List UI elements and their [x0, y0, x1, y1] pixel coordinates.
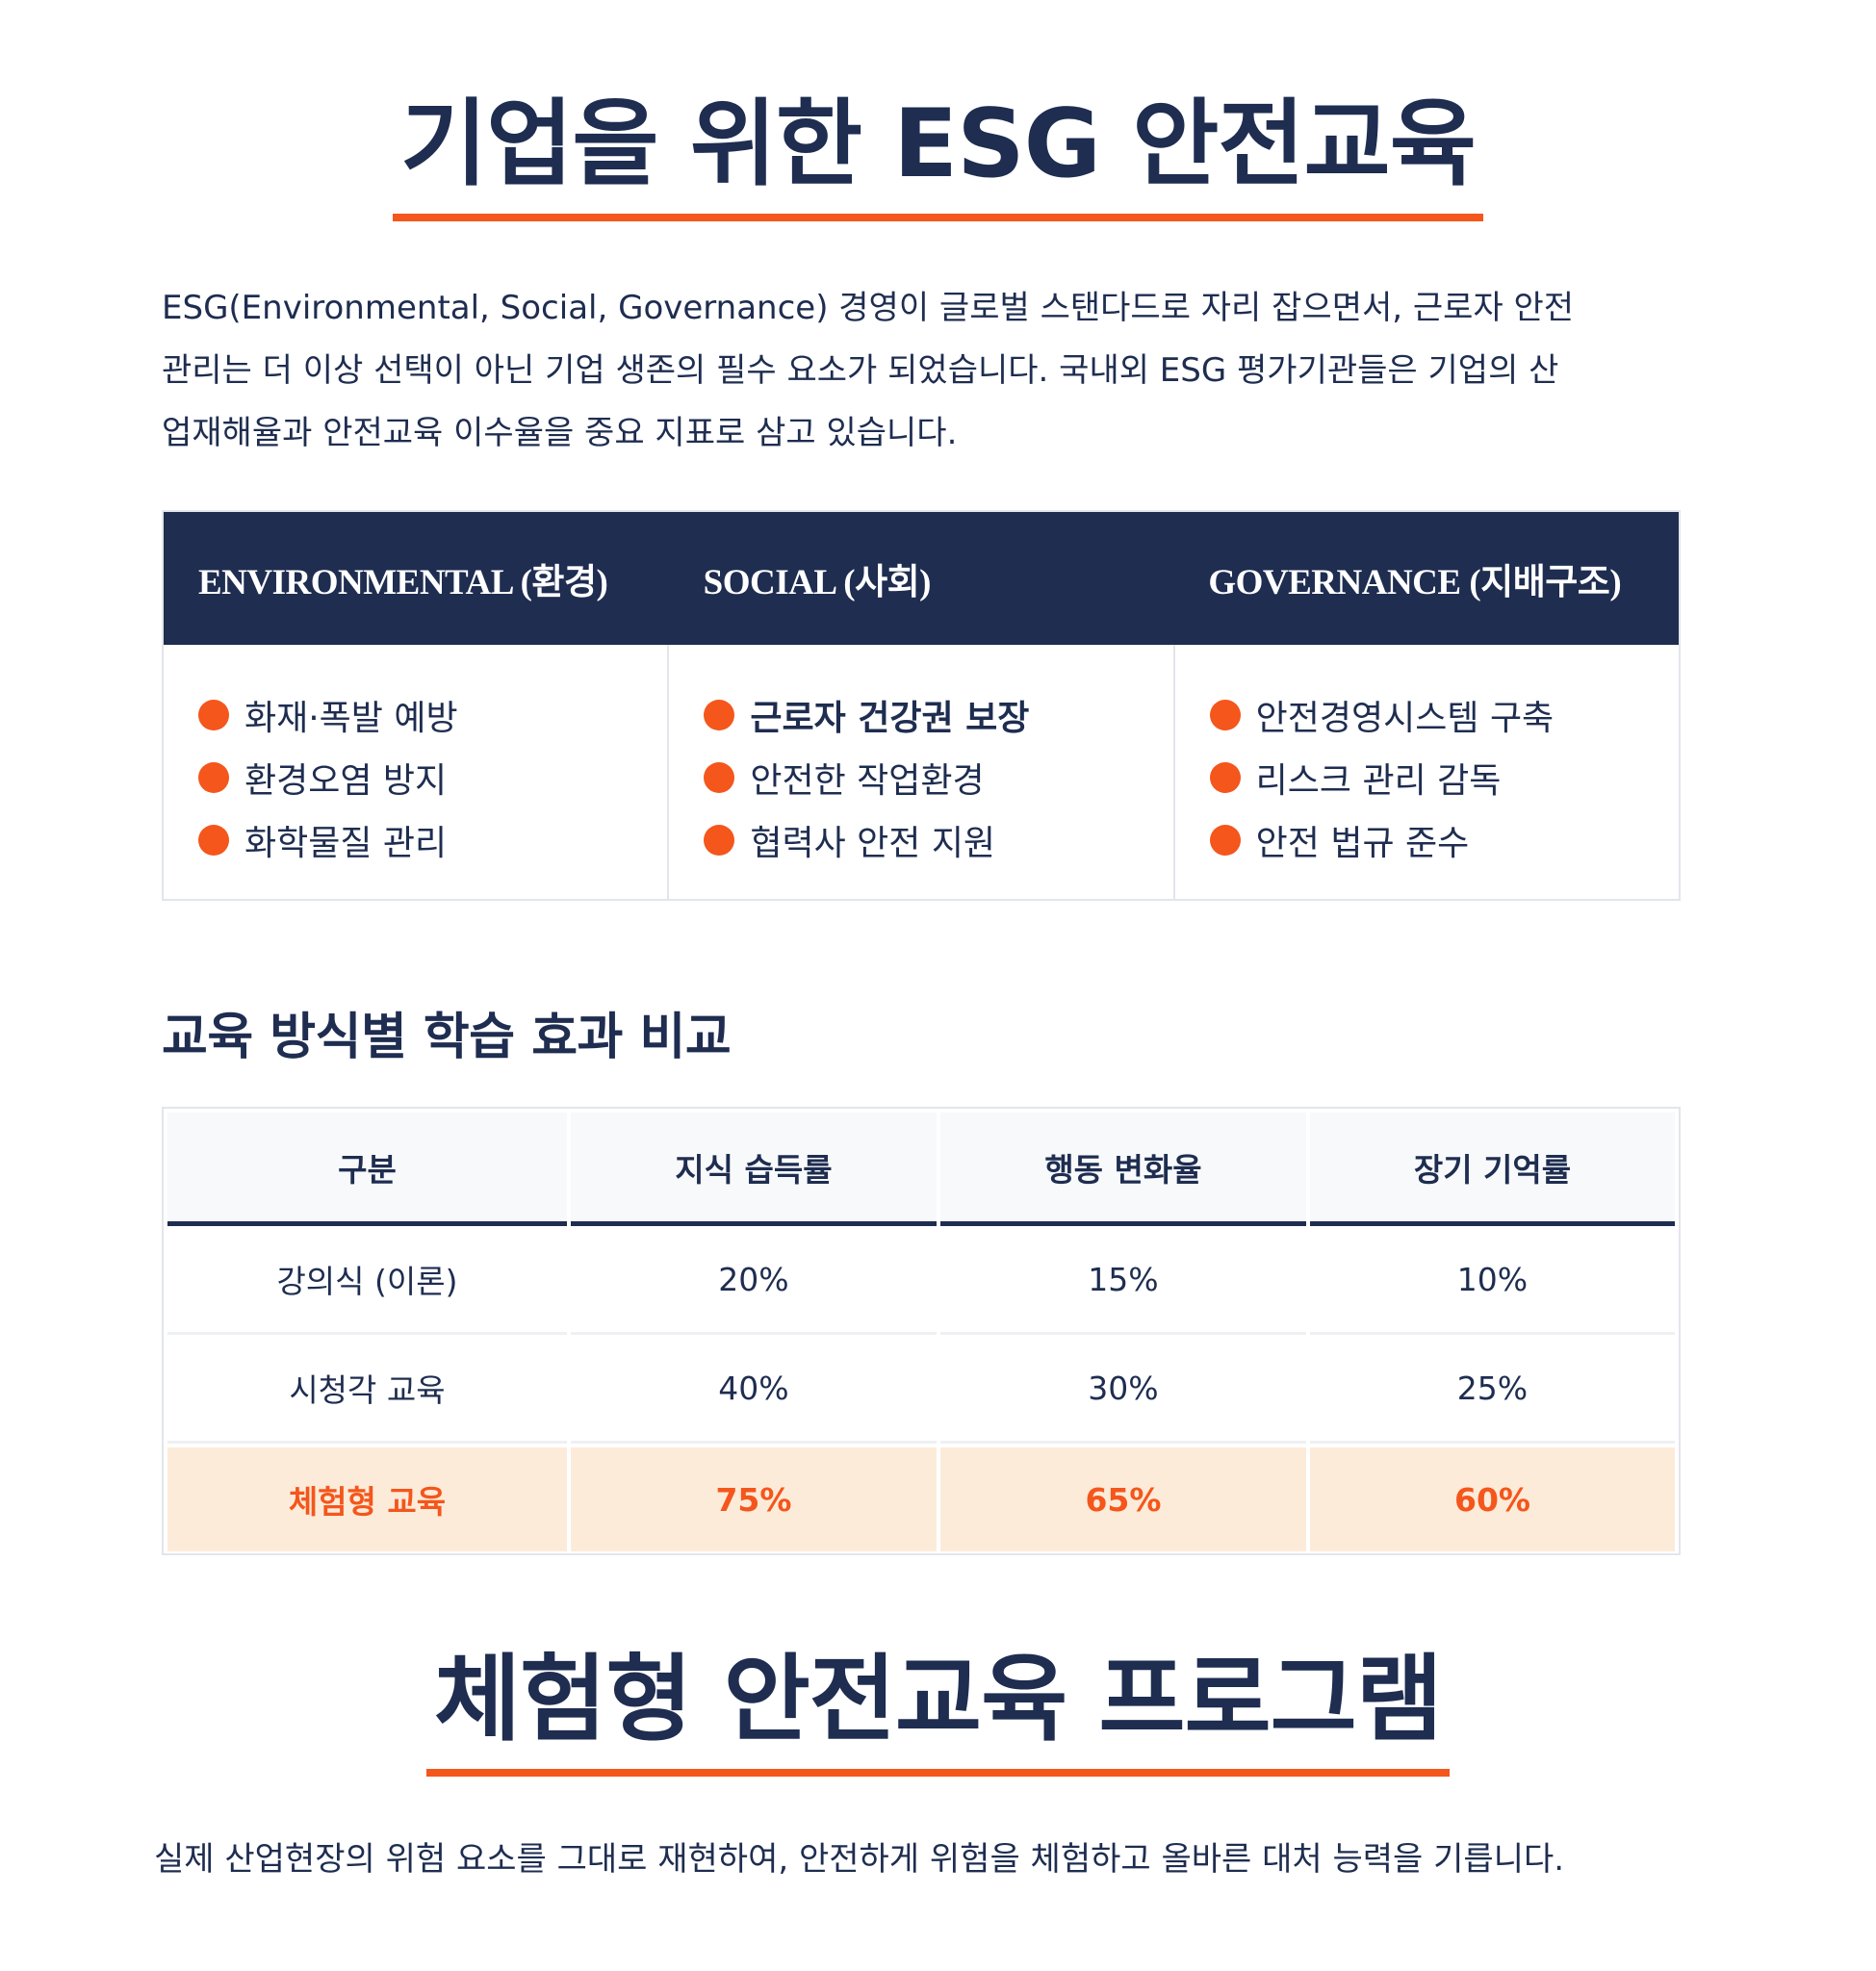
table-cell: 60% [1309, 1447, 1675, 1551]
esg-column-social: 근로자 건강권 보장 안전한 작업환경 협력사 안전 지원 [669, 645, 1175, 899]
bullet-dot-icon [198, 824, 229, 856]
esg-list-item: 안전경영시스템 구축 [1209, 683, 1679, 746]
table-row-highlighted: 체험형 교육 75% 65% 60% [167, 1444, 1675, 1551]
page-title: 기업을 위한 ESG 안전교육 [393, 89, 1483, 221]
intro-paragraph: ESG(Environmental, Social, Governance) 경… [162, 277, 1683, 465]
table-cell: 65% [939, 1447, 1306, 1551]
esg-list-item: 근로자 건강권 보장 [704, 683, 1172, 746]
esg-header-environmental: ENVIRONMENTAL (환경) [198, 563, 608, 602]
table-cell: 40% [570, 1335, 937, 1444]
intro-line: ESG(Environmental, Social, Governance) 경… [162, 289, 1575, 327]
table-header-cell: 장기 기억률 [1309, 1113, 1675, 1226]
esg-header-social: SOCIAL (사회) [703, 563, 932, 602]
esg-item-label: 환경오염 방지 [244, 760, 448, 801]
esg-item-label: 안전한 작업환경 [750, 760, 985, 801]
bullet-dot-icon [704, 699, 735, 730]
table-cell: 10% [1309, 1226, 1675, 1335]
table-row: 시청각 교육 40% 30% 25% [167, 1335, 1675, 1444]
esg-table-body: 화재·폭발 예방 환경오염 방지 화학물질 관리 근로자 건강권 보장 안전한 … [164, 645, 1679, 899]
intro-line: 관리는 더 이상 선택이 아닌 기업 생존의 필수 요소가 되었습니다. 국내외… [162, 351, 1559, 390]
bullet-dot-icon [198, 699, 229, 730]
section-title-wrap: 기업을 위한 ESG 안전교육 [0, 89, 1876, 221]
table-header-cell: 지식 습득률 [570, 1113, 937, 1226]
esg-list-item: 환경오염 방지 [198, 746, 667, 808]
esg-item-label: 안전 법규 준수 [1255, 823, 1470, 863]
table-cell: 체험형 교육 [167, 1447, 567, 1551]
section2-title-wrap: 체험형 안전교육 프로그램 [0, 1644, 1876, 1777]
esg-list-item: 협력사 안전 지원 [704, 808, 1172, 871]
table-cell: 시청각 교육 [167, 1335, 567, 1444]
intro-line: 업재해율과 안전교육 이수율을 중요 지표로 삼고 있습니다. [162, 414, 958, 452]
esg-column-governance: 안전경영시스템 구축 리스크 관리 감독 안전 법규 준수 [1175, 645, 1679, 899]
comparison-table: 구분 지식 습득률 행동 변화율 장기 기억률 강의식 (이론) 20% 15%… [162, 1107, 1681, 1555]
table-header-cell: 행동 변화율 [939, 1113, 1306, 1226]
bullet-dot-icon [704, 824, 735, 856]
esg-item-label: 근로자 건강권 보장 [750, 698, 1030, 738]
esg-list-item: 화재·폭발 예방 [198, 683, 667, 746]
table-cell: 15% [939, 1226, 1306, 1335]
esg-item-label: 협력사 안전 지원 [750, 823, 996, 863]
bullet-dot-icon [1209, 824, 1241, 856]
esg-item-label: 화학물질 관리 [244, 823, 448, 863]
table-row: 강의식 (이론) 20% 15% 10% [167, 1226, 1675, 1335]
bullet-dot-icon [1209, 761, 1241, 793]
section2-title: 체험형 안전교육 프로그램 [426, 1644, 1450, 1777]
esg-list-item: 리스크 관리 감독 [1209, 746, 1679, 808]
esg-item-label: 안전경영시스템 구축 [1255, 698, 1555, 738]
table-cell: 25% [1309, 1335, 1675, 1444]
esg-item-label: 화재·폭발 예방 [244, 698, 458, 738]
esg-table-header: ENVIRONMENTAL (환경) SOCIAL (사회) GOVERNANC… [164, 512, 1679, 645]
table-cell: 75% [570, 1447, 937, 1551]
bullet-dot-icon [704, 761, 735, 793]
section2-paragraph: 실제 산업현장의 위험 요소를 그대로 재현하여, 안전하게 위험을 체험하고 … [154, 1840, 1565, 1879]
table-cell: 20% [570, 1226, 937, 1335]
table-cell: 30% [939, 1335, 1306, 1444]
esg-list-item: 안전 법규 준수 [1209, 808, 1679, 871]
esg-list-item: 화학물질 관리 [198, 808, 667, 871]
esg-column-environmental: 화재·폭발 예방 환경오염 방지 화학물질 관리 [164, 645, 670, 899]
comparison-heading: 교육 방식별 학습 효과 비교 [162, 1009, 732, 1066]
bullet-dot-icon [198, 761, 229, 793]
table-header-cell: 구분 [167, 1113, 567, 1226]
esg-list-item: 안전한 작업환경 [704, 746, 1172, 808]
esg-header-governance: GOVERNANCE (지배구조) [1208, 563, 1622, 602]
esg-table: ENVIRONMENTAL (환경) SOCIAL (사회) GOVERNANC… [162, 510, 1681, 901]
table-header-row: 구분 지식 습득률 행동 변화율 장기 기억률 [167, 1113, 1675, 1226]
table-cell: 강의식 (이론) [167, 1226, 567, 1335]
esg-item-label: 리스크 관리 감독 [1255, 760, 1502, 801]
bullet-dot-icon [1209, 699, 1241, 730]
